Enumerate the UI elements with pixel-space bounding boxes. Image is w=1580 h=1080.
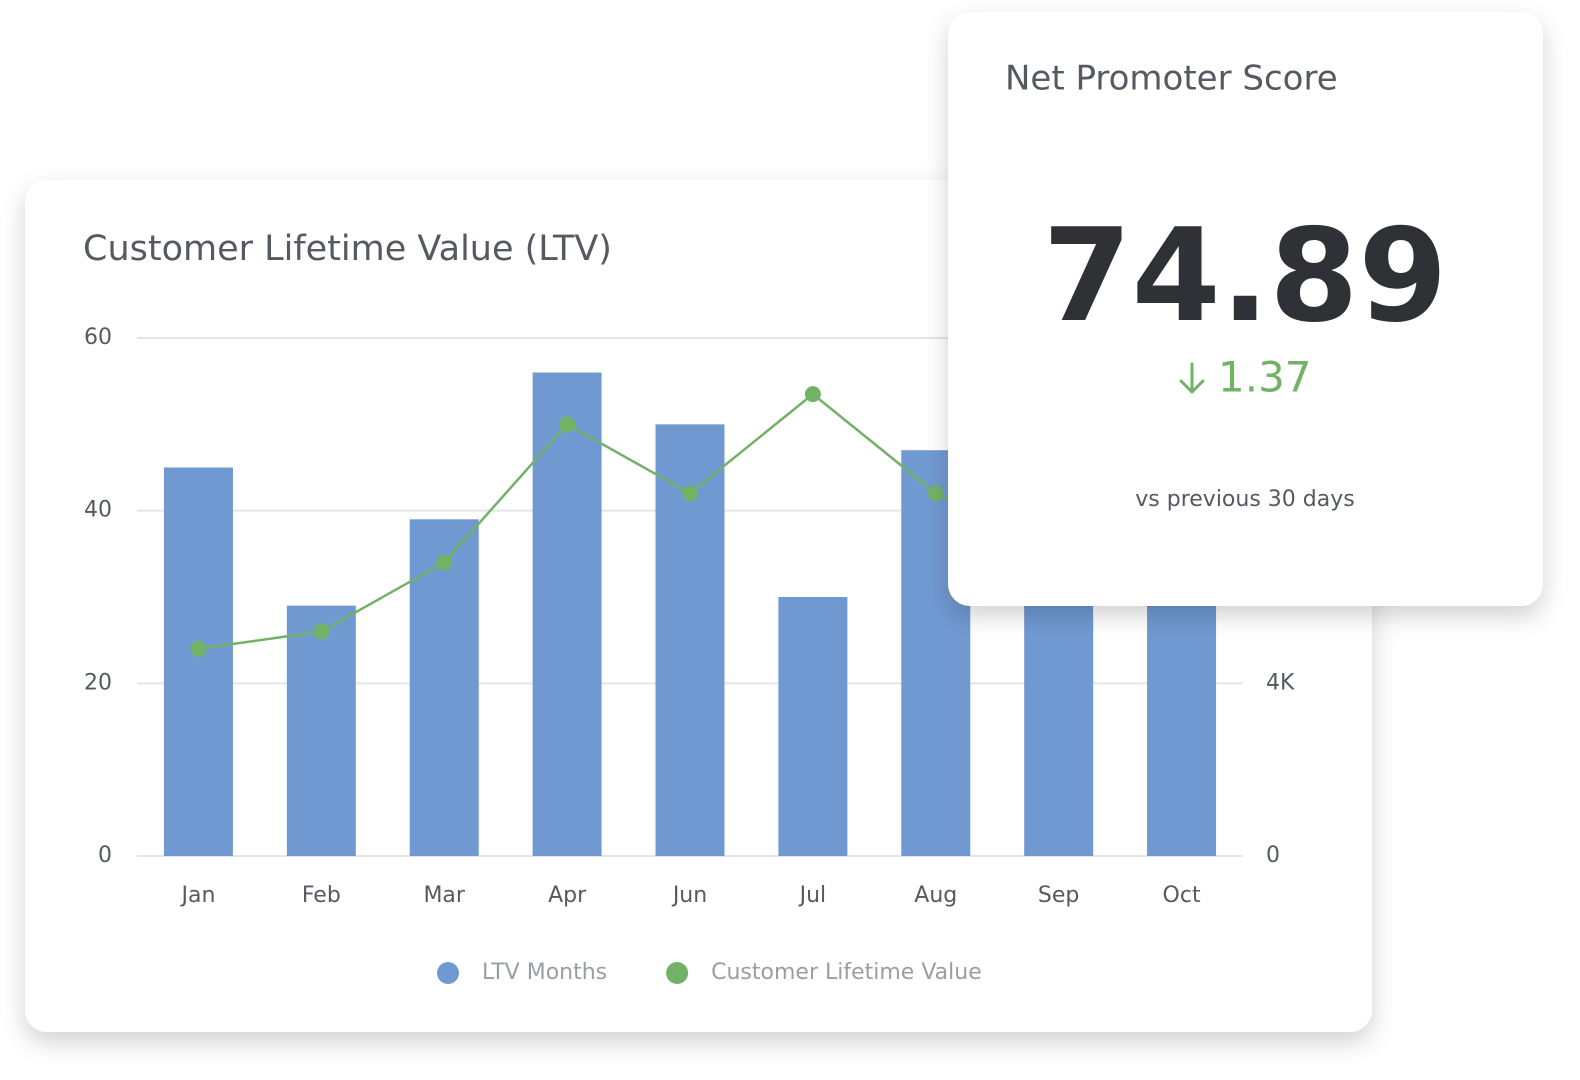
- bar: [778, 597, 848, 856]
- legend-label: LTV Months: [482, 960, 607, 985]
- line-point: [313, 623, 330, 640]
- x-tick-label: Apr: [548, 883, 587, 908]
- line-point: [559, 416, 576, 433]
- x-tick-label: Jun: [671, 883, 707, 908]
- kpi-change: 1.37: [1218, 353, 1312, 402]
- x-tick-label: Feb: [302, 883, 341, 908]
- bar: [1024, 571, 1094, 856]
- kpi-value: 74.89: [1043, 202, 1448, 351]
- bar: [286, 605, 356, 856]
- y-tick-label: 20: [84, 670, 112, 695]
- line-point: [436, 554, 453, 571]
- legend-marker: [666, 962, 689, 984]
- y-tick-label: 0: [98, 843, 112, 868]
- down-arrow: [1179, 362, 1205, 394]
- x-tick-label: Oct: [1163, 883, 1201, 908]
- kpi-card-bg: [948, 12, 1543, 606]
- bar: [532, 372, 602, 856]
- x-tick-label: Sep: [1038, 883, 1079, 908]
- kpi-card: Net Promoter Score 74.89 1.37 vs previou…: [948, 12, 1543, 606]
- x-tick-label: Aug: [914, 883, 957, 908]
- line-point: [927, 485, 944, 502]
- bar: [163, 467, 233, 856]
- chart-title: Customer Lifetime Value (LTV): [83, 229, 612, 269]
- line-point: [804, 386, 821, 403]
- y-tick-label: 40: [84, 498, 112, 523]
- kpi-title: Net Promoter Score: [1005, 59, 1338, 99]
- x-tick-label: Jul: [798, 883, 827, 908]
- legend-label: Customer Lifetime Value: [711, 960, 982, 985]
- legend-marker: [437, 962, 459, 984]
- x-tick-label: Jan: [179, 883, 215, 908]
- y2-tick-label: 4K: [1266, 670, 1295, 695]
- line-point: [190, 640, 207, 657]
- kpi-comparison: vs previous 30 days: [1135, 487, 1354, 512]
- y2-tick-label: 0: [1266, 843, 1280, 868]
- x-tick-label: Mar: [423, 883, 465, 908]
- y-tick-label: 60: [84, 325, 112, 350]
- line-point: [682, 485, 698, 502]
